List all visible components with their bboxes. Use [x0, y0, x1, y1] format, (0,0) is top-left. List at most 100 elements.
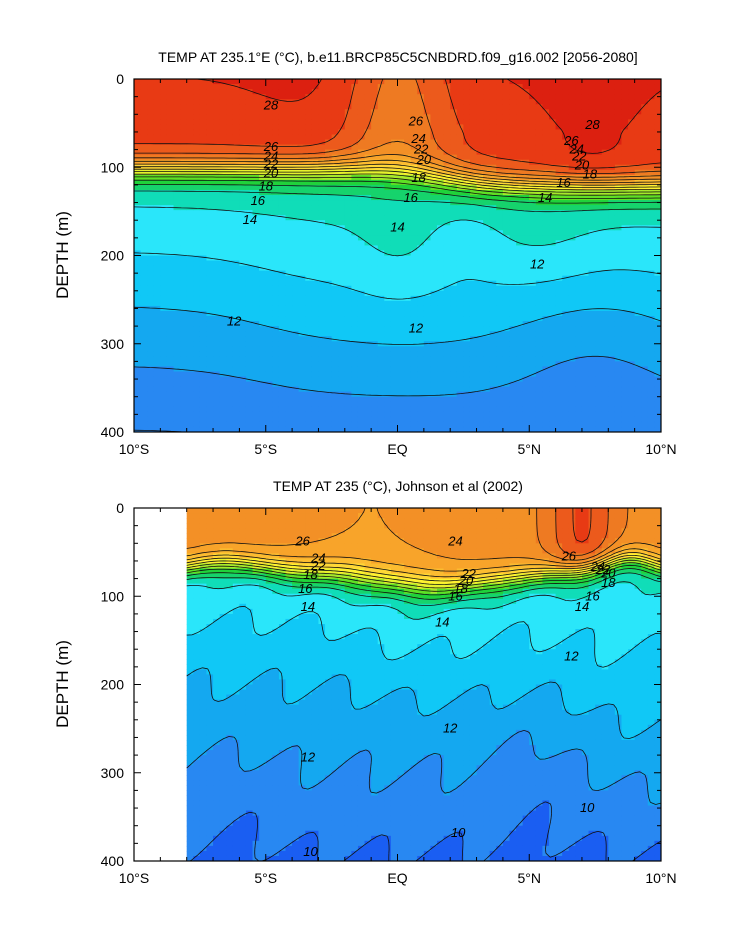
- field-cell: [535, 300, 544, 307]
- field-cell: [581, 230, 590, 236]
- field-cell: [160, 336, 168, 342]
- field-cell: [134, 84, 142, 90]
- field-cell: [278, 366, 287, 373]
- field-cell: [542, 225, 550, 231]
- field-cell: [331, 416, 339, 423]
- field-cell: [357, 139, 366, 146]
- field-cell: [549, 255, 557, 262]
- field-cell: [285, 411, 293, 418]
- field-cell: [245, 346, 254, 352]
- field-cell: [476, 89, 484, 95]
- field-cell: [516, 79, 524, 85]
- field-cell: [325, 386, 333, 393]
- field-cell: [252, 255, 260, 262]
- field-cell: [206, 361, 214, 368]
- field-cell: [134, 351, 142, 357]
- field-cell: [581, 305, 590, 312]
- field-cell: [437, 381, 445, 388]
- field-cell: [186, 154, 194, 161]
- field-cell: [371, 99, 379, 105]
- field-cell: [542, 321, 550, 327]
- field-cell: [140, 220, 148, 226]
- field-cell: [489, 356, 497, 362]
- field-cell: [226, 421, 234, 428]
- field-cell: [173, 275, 181, 282]
- field-cell: [562, 376, 570, 383]
- field-cell: [535, 270, 544, 277]
- field-cell: [469, 104, 478, 110]
- field-cell: [529, 240, 537, 247]
- field-cell: [404, 265, 412, 272]
- field-cell: [265, 250, 273, 257]
- field-cell: [285, 346, 293, 352]
- field-cell: [377, 225, 385, 231]
- field-cell: [338, 245, 346, 252]
- field-cell: [226, 144, 234, 151]
- field-cell: [535, 215, 544, 221]
- field-cell: [318, 215, 326, 221]
- field-cell: [581, 194, 590, 201]
- field-cell: [463, 366, 471, 373]
- field-cell: [423, 416, 432, 423]
- field-cell: [450, 215, 458, 221]
- field-cell: [166, 189, 175, 196]
- field-cell: [338, 346, 346, 352]
- field-cell: [193, 376, 201, 383]
- field-cell: [502, 376, 511, 383]
- field-cell: [147, 225, 155, 231]
- field-cell: [351, 99, 359, 105]
- field-cell: [562, 396, 570, 403]
- field-cell: [437, 225, 445, 231]
- field-cell: [562, 381, 570, 388]
- field-cell: [186, 164, 194, 171]
- field-cell: [180, 240, 188, 247]
- field-cell: [285, 371, 293, 378]
- field-cell: [450, 341, 458, 347]
- field-cell: [417, 189, 425, 196]
- field-cell: [377, 406, 385, 413]
- field-cell: [331, 215, 339, 221]
- field-cell: [357, 381, 366, 388]
- field-cell: [259, 326, 267, 332]
- field-cell: [529, 144, 537, 151]
- field-cell: [456, 255, 464, 262]
- field-cell: [351, 154, 359, 161]
- field-cell: [272, 144, 280, 151]
- field-cell: [377, 139, 385, 146]
- field-cell: [529, 336, 537, 342]
- field-cell: [390, 396, 399, 403]
- field-cell: [298, 285, 306, 292]
- field-cell: [338, 280, 346, 287]
- field-cell: [417, 139, 425, 146]
- field-cell: [298, 381, 306, 388]
- field-cell: [180, 104, 188, 110]
- field-cell: [305, 164, 313, 171]
- field-cell: [384, 210, 392, 216]
- field-cell: [206, 104, 214, 110]
- field-cell: [437, 316, 445, 322]
- field-cell: [568, 326, 576, 332]
- field-cell: [153, 321, 161, 327]
- field-cell: [588, 341, 596, 347]
- field-cell: [476, 200, 484, 206]
- field-cell: [509, 300, 517, 307]
- field-cell: [502, 351, 511, 357]
- field-cell: [397, 230, 405, 236]
- field-cell: [549, 411, 557, 418]
- field-cell: [272, 275, 280, 282]
- field-cell: [377, 260, 385, 267]
- field-cell: [568, 391, 576, 398]
- field-cell: [522, 270, 530, 277]
- field-cell: [173, 144, 181, 151]
- field-cell: [562, 321, 570, 327]
- field-cell: [351, 169, 359, 176]
- field-cell: [213, 381, 221, 388]
- field-cell: [160, 139, 168, 146]
- field-cell: [456, 316, 464, 322]
- field-cell: [305, 416, 313, 423]
- field-cell: [476, 215, 484, 221]
- field-cell: [384, 406, 392, 413]
- field-cell: [476, 406, 484, 413]
- field-cell: [384, 275, 392, 282]
- field-cell: [325, 240, 333, 247]
